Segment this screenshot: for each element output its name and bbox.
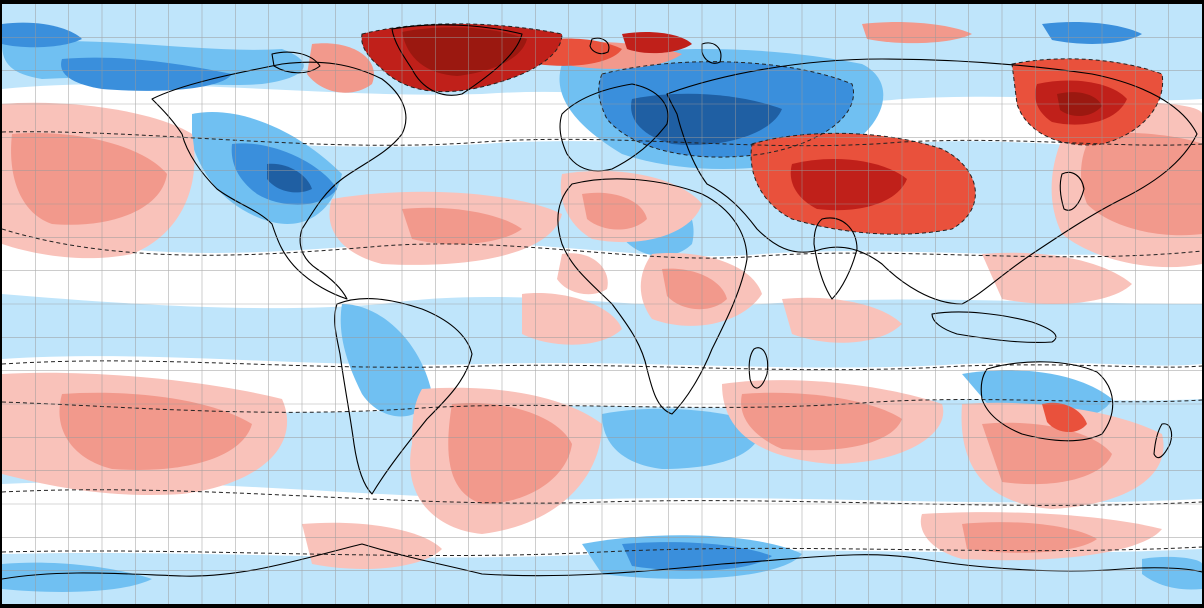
indonesia-coast xyxy=(931,311,1057,343)
svalbard-coast xyxy=(589,37,610,55)
africa-coast xyxy=(557,178,748,415)
india-coast xyxy=(813,217,858,300)
moderate-positive-regions xyxy=(11,22,1202,553)
arctic-islands-coast xyxy=(271,51,321,74)
australia-coast xyxy=(980,361,1114,442)
greenland-coast xyxy=(391,24,523,96)
dashed-contours xyxy=(2,23,1202,557)
madagascar-coast xyxy=(748,347,769,389)
south-america-coast xyxy=(334,298,473,495)
japan-coast xyxy=(1059,171,1085,211)
graticule xyxy=(2,4,1202,604)
europe-coast xyxy=(559,83,669,172)
north-america-coast xyxy=(151,61,407,300)
novaya-zemlya-coast xyxy=(701,42,722,64)
anomaly-map xyxy=(2,4,1202,604)
asia-coast xyxy=(666,58,1198,305)
